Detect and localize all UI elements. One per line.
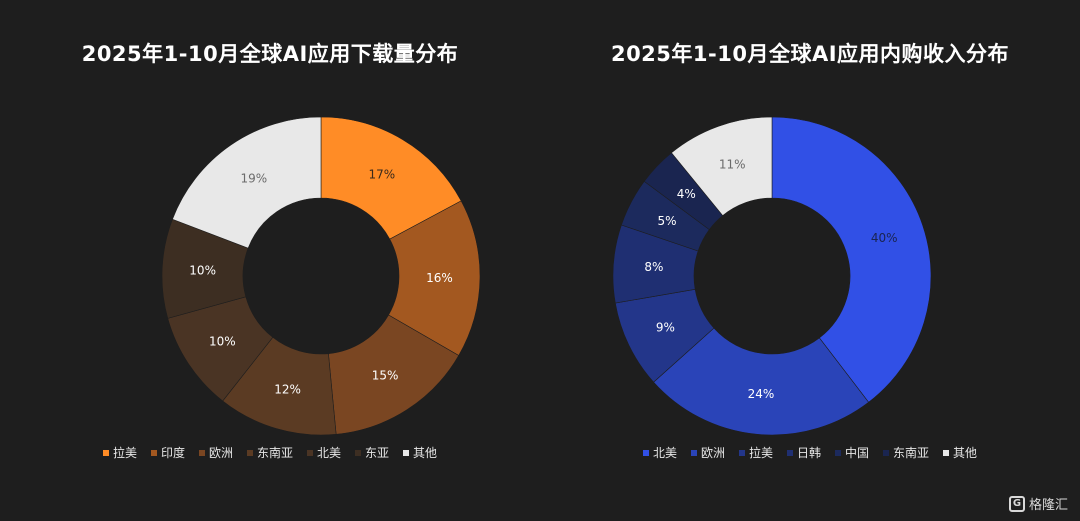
- data-label: 8%: [644, 260, 663, 274]
- legend-label: 日韩: [796, 446, 821, 460]
- legend-item: 其他: [943, 444, 977, 461]
- legend-item: 中国: [835, 444, 869, 461]
- revenue-distribution-panel: 2025年1-10月全球AI应用内购收入分布 40% 24% 9% 8% 5% 4% 11%…: [540, 0, 1080, 521]
- legend-swatch: [835, 449, 841, 456]
- data-label: 19%: [240, 171, 267, 185]
- legend-swatch: [943, 449, 950, 456]
- donut-slice-北美: [771, 116, 932, 403]
- chart-legend: 拉美 印度 欧洲 东南亚 北美 东亚 其他: [0, 444, 540, 461]
- legend-label: 拉美: [748, 446, 773, 460]
- donut-slice-拉美: [320, 116, 462, 240]
- download-distribution-panel: 2025年1-10月全球AI应用下载量分布 17% 16% 15% 12% 10% 10%…: [0, 42, 540, 461]
- data-label: 10%: [189, 263, 216, 277]
- legend-item: 北美: [307, 444, 341, 461]
- watermark-text: 格隆汇: [1028, 498, 1068, 513]
- revenue-donut-chart: 40% 24% 9% 8% 5%4% 11%: [612, 116, 932, 436]
- legend-item: 欧洲: [198, 444, 233, 461]
- legend-label: 欧洲: [700, 446, 725, 460]
- legend-swatch: [403, 449, 410, 456]
- gelonghui-logo-icon: G: [1008, 495, 1025, 512]
- data-label: 15%: [372, 369, 399, 383]
- data-label: 12%: [274, 383, 301, 397]
- legend-swatch: [786, 449, 793, 456]
- download-donut-chart: 17% 16% 15% 12% 10% 10% 19%: [161, 116, 481, 436]
- chart-legend: 北美 欧洲 拉美 日韩 中国 东南亚 其他: [540, 444, 1080, 461]
- legend-label: 东亚: [365, 446, 390, 460]
- data-label: 4%: [677, 187, 696, 201]
- legend-swatch: [738, 449, 745, 456]
- legend-label: 印度: [160, 446, 185, 460]
- data-label: 5%: [657, 214, 676, 228]
- legend-item: 东亚: [355, 444, 389, 461]
- legend-label: 东南亚: [893, 446, 930, 460]
- data-label: 16%: [426, 271, 453, 285]
- donut-slice-其他: [671, 116, 773, 216]
- data-label: 24%: [748, 387, 775, 401]
- legend-label: 拉美: [112, 446, 137, 460]
- legend-swatch: [642, 449, 649, 456]
- legend-item: 印度: [150, 444, 185, 461]
- donut-slice-欧洲: [653, 327, 870, 436]
- legend-swatch: [883, 449, 890, 456]
- legend-swatch: [102, 449, 109, 456]
- legend-swatch: [198, 449, 205, 456]
- data-label: 40%: [871, 231, 898, 245]
- legend-swatch: [150, 449, 157, 456]
- chart-title: 2025年1-10月全球AI应用内购收入分布: [610, 42, 1010, 66]
- legend-label: 北美: [652, 446, 677, 460]
- legend-item: 拉美: [102, 444, 137, 461]
- legend-swatch: [690, 449, 697, 456]
- data-label: 9%: [656, 321, 675, 335]
- data-label: 10%: [209, 335, 236, 349]
- legend-swatch: [307, 449, 313, 456]
- legend-label: 东南亚: [256, 446, 293, 460]
- legend-swatch: [355, 449, 362, 456]
- legend-swatch: [246, 449, 253, 456]
- legend-item: 拉美: [738, 444, 773, 461]
- legend-item: 东南亚: [883, 444, 929, 461]
- legend-item: 北美: [642, 444, 677, 461]
- legend-item: 欧洲: [690, 444, 725, 461]
- legend-label: 欧洲: [208, 446, 233, 460]
- data-label: 11%: [719, 157, 746, 171]
- chart-title: 2025年1-10月全球AI应用下载量分布: [81, 42, 459, 66]
- legend-item: 东南亚: [246, 444, 293, 461]
- legend-label: 北美: [317, 446, 342, 460]
- donut-slice-印度: [388, 200, 481, 356]
- legend-item: 日韩: [786, 444, 821, 461]
- data-label: 17%: [369, 167, 396, 181]
- donut-slice-其他: [172, 116, 322, 249]
- watermark: G 格隆汇: [1008, 494, 1068, 513]
- legend-label: 中国: [845, 446, 870, 460]
- legend-label: 其他: [413, 446, 438, 460]
- legend-item: 其他: [403, 444, 437, 461]
- legend-label: 其他: [953, 446, 978, 460]
